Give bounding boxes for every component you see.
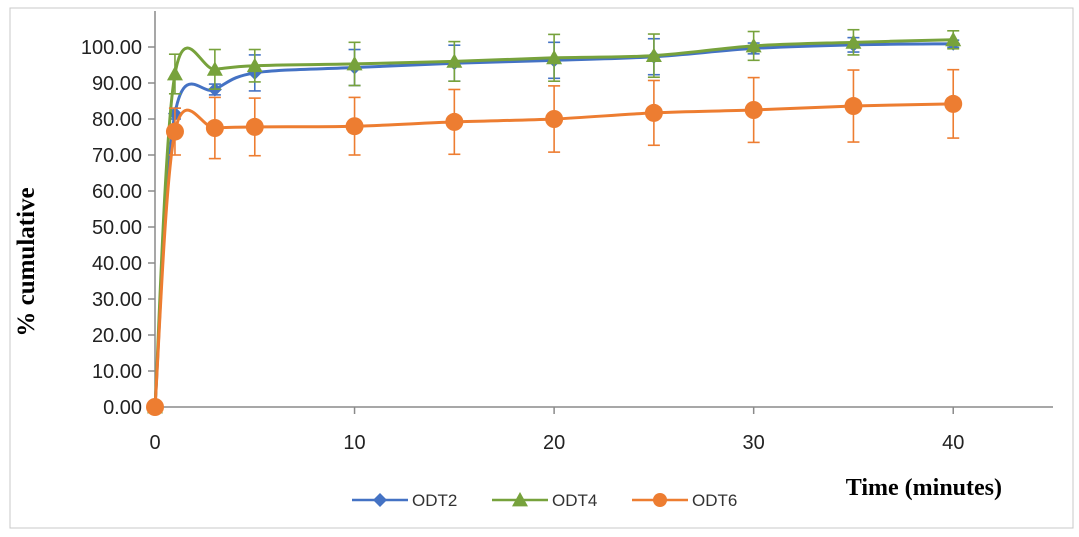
y-axis-label: % cumulative [13,187,40,336]
legend-marker [512,492,528,507]
y-tick-label: 70.00 [92,145,142,167]
data-point [165,122,184,141]
legend-item-odt2: ODT2 [352,491,457,510]
data-point [205,119,224,137]
legend-label: ODT2 [412,491,457,510]
y-tick-label: 90.00 [92,73,142,95]
x-tick-label: 20 [543,432,565,454]
x-tick-label: 40 [942,432,964,454]
data-point [346,55,363,71]
y-tick-label: 0.00 [103,397,142,419]
legend-item-odt4: ODT4 [492,491,597,510]
chart-axes [9,7,1074,529]
y-tick-label: 100.00 [81,37,142,59]
y-tick-label: 60.00 [92,181,142,203]
data-point [745,37,762,53]
data-point [546,49,563,65]
data-point [845,34,862,49]
y-tick-label: 10.00 [92,361,142,383]
x-tick-label: 10 [343,432,365,454]
data-point [446,53,463,68]
y-tick-label: 30.00 [92,289,142,311]
x-tick-label: 30 [743,432,765,454]
y-tick-label: 50.00 [92,217,142,239]
series-layer [146,28,963,416]
y-axis-ticks: 0.00 10.00 20.00 30.00 40.00 50.00 60.00 70.00 8… [81,37,155,419]
data-point [644,103,663,122]
series-odt6 [146,68,963,416]
data-point [645,47,662,63]
data-point [844,97,863,116]
y-tick-label: 80.00 [92,109,142,131]
y-tick-label: 40.00 [92,253,142,275]
data-point [744,101,763,119]
chart-frame [9,7,1074,529]
x-tick-label: 0 [149,432,160,454]
data-point [166,66,183,81]
legend-marker [653,493,667,507]
legend: ODT2 ODT4 ODT6 [352,491,737,510]
data-point [345,117,364,136]
data-point [445,112,464,131]
data-point [945,31,962,47]
data-point [246,57,263,73]
data-point [545,110,564,128]
x-axis-label: Time (minutes) [846,475,1002,501]
y-tick-label: 20.00 [92,325,142,347]
legend-label: ODT6 [692,491,737,510]
data-point [245,117,264,136]
data-point [944,94,963,113]
legend-label: ODT4 [552,491,597,510]
data-point [146,398,164,416]
legend-marker [373,493,387,507]
series-line [153,102,954,408]
legend-item-odt6: ODT6 [632,491,737,510]
series-odt4 [147,28,962,414]
x-axis-ticks: 0 10 20 30 40 [149,407,964,454]
data-point [206,61,223,76]
series-line [153,42,954,408]
